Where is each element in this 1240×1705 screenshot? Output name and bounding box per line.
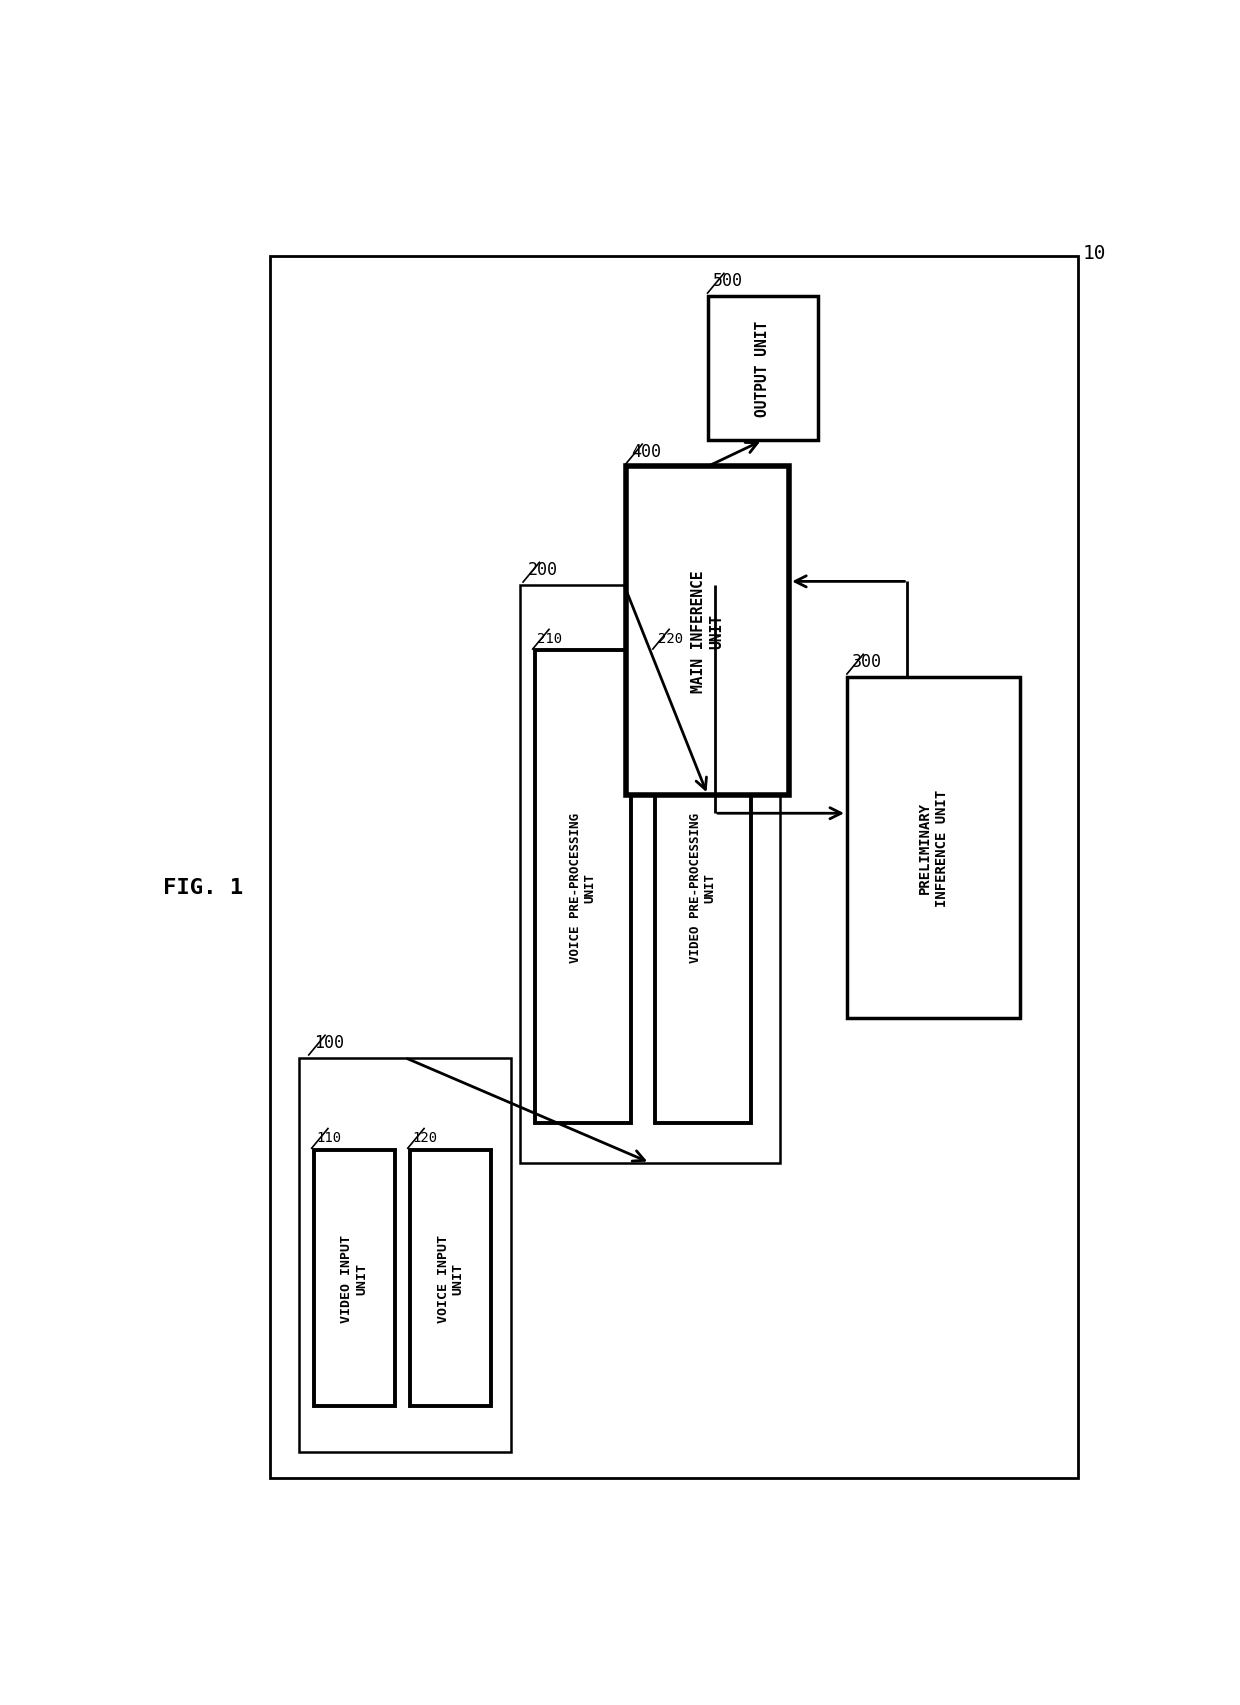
Text: 500: 500 [712, 271, 743, 290]
Text: 210: 210 [537, 633, 563, 646]
Text: 400: 400 [631, 443, 661, 460]
Bar [299, 1057, 511, 1453]
Text: 120: 120 [413, 1130, 438, 1144]
Text: MAIN INFERENCE
UNIT: MAIN INFERENCE UNIT [692, 569, 724, 692]
Text: 300: 300 [852, 653, 882, 670]
Text: 200: 200 [528, 561, 558, 578]
Bar [708, 297, 818, 442]
Text: VOICE PRE-PROCESSING
UNIT: VOICE PRE-PROCESSING UNIT [569, 812, 596, 962]
Bar [655, 651, 751, 1124]
Bar [521, 585, 780, 1163]
Text: VOICE INPUT
UNIT: VOICE INPUT UNIT [436, 1234, 465, 1321]
Text: PRELIMINARY
INFERENCE UNIT: PRELIMINARY INFERENCE UNIT [919, 789, 949, 907]
Text: 100: 100 [314, 1033, 343, 1052]
Bar [409, 1149, 491, 1407]
Text: 110: 110 [316, 1130, 341, 1144]
Text: VIDEO INPUT
UNIT: VIDEO INPUT UNIT [341, 1234, 368, 1321]
Text: 220: 220 [657, 633, 683, 646]
Bar [314, 1149, 396, 1407]
Bar [270, 257, 1078, 1478]
Text: OUTPUT UNIT: OUTPUT UNIT [755, 321, 770, 416]
Bar [847, 677, 1019, 1018]
Text: VIDEO PRE-PROCESSING
UNIT: VIDEO PRE-PROCESSING UNIT [688, 812, 717, 962]
Text: FIG. 1: FIG. 1 [162, 878, 243, 897]
Bar [534, 651, 631, 1124]
Bar [626, 467, 789, 795]
Text: 10: 10 [1083, 244, 1106, 263]
